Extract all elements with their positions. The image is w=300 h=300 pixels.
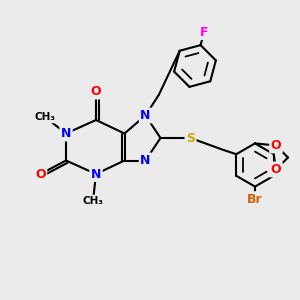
Text: N: N	[140, 109, 151, 122]
Text: CH₃: CH₃	[34, 112, 56, 122]
Text: N: N	[91, 167, 101, 181]
Text: O: O	[35, 167, 46, 181]
Text: O: O	[91, 85, 101, 98]
Text: F: F	[200, 26, 208, 39]
Text: O: O	[271, 163, 281, 176]
Text: O: O	[271, 139, 281, 152]
Text: N: N	[61, 127, 71, 140]
Text: S: S	[186, 131, 195, 145]
Text: Br: Br	[247, 193, 263, 206]
Text: CH₃: CH₃	[82, 196, 103, 206]
Text: N: N	[140, 154, 151, 167]
